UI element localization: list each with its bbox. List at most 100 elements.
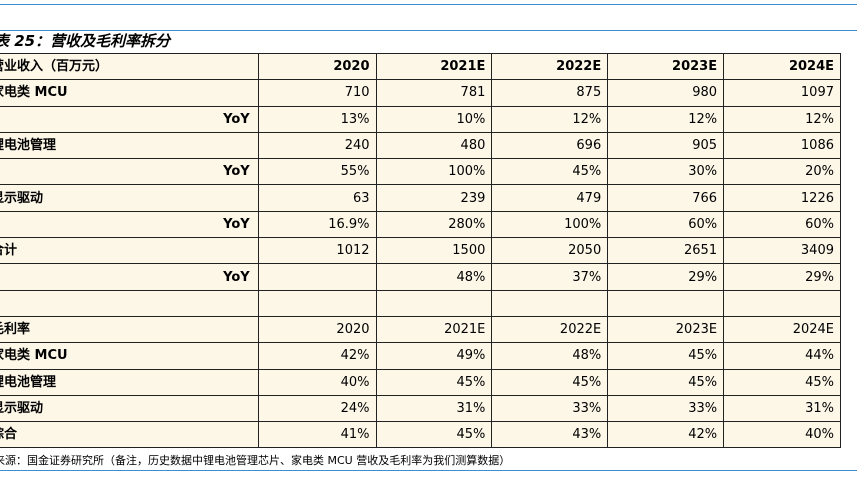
bottom-rule	[0, 470, 857, 471]
row-label: 家电类 MCU	[0, 342, 259, 370]
cell-value: 1226	[723, 184, 841, 212]
table-row: YoY 13% 10% 12% 12% 12%	[0, 105, 841, 133]
row-label: 锂电池管理	[0, 368, 259, 396]
cell-value: 12%	[723, 105, 841, 133]
cell-value: 45%	[491, 158, 609, 186]
cell-value: 42%	[257, 342, 377, 370]
cell-value: 49%	[375, 342, 493, 370]
margin-header-row: 毛利率 2020 2021E 2022E 2023E 2024E	[0, 315, 841, 344]
table-row: 锂电池管理2404806969051086	[0, 131, 841, 160]
table-row: YoY 48% 37% 29% 29%	[0, 263, 841, 291]
cell-value: 41%	[257, 421, 377, 449]
year-header: 2024E	[723, 315, 841, 344]
cell-value	[257, 263, 377, 291]
cell-value: 1500	[375, 237, 493, 265]
table-row: 综合41%45%43%42%40%	[0, 421, 841, 449]
cell-value: 240	[257, 131, 377, 160]
cell-value: 29%	[607, 263, 725, 291]
cell-value: 100%	[375, 158, 493, 186]
cell-value: 2050	[491, 237, 609, 265]
cell-value: 48%	[375, 263, 493, 291]
revenue-header-row: 营业收入（百万元） 2020 2021E 2022E 2023E 2024E	[0, 52, 841, 81]
source-note: 来源：国金证券研究所（备注，历史数据中锂电池管理芯片、家电类 MCU 营收及毛利…	[0, 454, 511, 467]
cell-value: 280%	[375, 210, 493, 239]
cell-value: 45%	[607, 342, 725, 370]
cell-value: 980	[607, 79, 725, 107]
table-row: 合计10121500205026513409	[0, 237, 841, 265]
cell-value: 30%	[607, 158, 725, 186]
cell-value: 31%	[723, 394, 841, 423]
cell-value: 20%	[723, 158, 841, 186]
cell-value: 48%	[491, 342, 609, 370]
year-header: 2023E	[607, 315, 725, 344]
cell-value: 40%	[257, 368, 377, 396]
cell-value: 1012	[257, 237, 377, 265]
yoy-label: YoY	[0, 158, 259, 186]
table-row: 显示驱动24%31%33%33%31%	[0, 394, 841, 423]
cell-value: 13%	[257, 105, 377, 133]
revenue-rows: 家电类 MCU7107818759801097YoY13%10%12%12%12…	[0, 79, 841, 291]
cell-value: 45%	[375, 421, 493, 449]
table-title: 表 25：营收及毛利率拆分	[0, 32, 171, 50]
cell-value: 10%	[375, 105, 493, 133]
row-label: 锂电池管理	[0, 131, 259, 160]
year-header: 2024E	[723, 52, 841, 81]
row-label: 综合	[0, 421, 259, 449]
cell-value: 40%	[723, 421, 841, 449]
margin-header-label: 毛利率	[0, 315, 259, 344]
year-header: 2022E	[491, 52, 609, 81]
table-row: YoY 16.9% 280% 100% 60% 60%	[0, 210, 841, 239]
year-header: 2020	[257, 52, 377, 81]
table-row: YoY 55% 100% 45% 30% 20%	[0, 158, 841, 186]
cell-value: 480	[375, 131, 493, 160]
yoy-label: YoY	[0, 263, 259, 291]
table-row: 锂电池管理40%45%45%45%45%	[0, 368, 841, 396]
yoy-label: YoY	[0, 105, 259, 133]
cell-value: 45%	[723, 368, 841, 396]
row-label: 显示驱动	[0, 184, 259, 212]
cell-value: 3409	[723, 237, 841, 265]
year-header: 2021E	[375, 315, 493, 344]
row-label: 显示驱动	[0, 394, 259, 423]
cell-value: 45%	[375, 368, 493, 396]
cell-value: 37%	[491, 263, 609, 291]
cell-value: 12%	[607, 105, 725, 133]
top-rule	[0, 4, 857, 5]
cell-value: 2651	[607, 237, 725, 265]
cell-value: 479	[491, 184, 609, 212]
cell-value: 875	[491, 79, 609, 107]
cell-value: 29%	[723, 263, 841, 291]
cell-value: 1086	[723, 131, 841, 160]
yoy-label: YoY	[0, 210, 259, 239]
cell-value: 44%	[723, 342, 841, 370]
cell-value: 45%	[491, 368, 609, 396]
cell-value: 710	[257, 79, 377, 107]
year-header: 2020	[257, 315, 377, 344]
cell-value: 781	[375, 79, 493, 107]
cell-value: 24%	[257, 394, 377, 423]
cell-value: 1097	[723, 79, 841, 107]
cell-value: 60%	[723, 210, 841, 239]
cell-value: 766	[607, 184, 725, 212]
cell-value: 12%	[491, 105, 609, 133]
cell-value: 696	[491, 131, 609, 160]
revenue-header-label: 营业收入（百万元）	[0, 52, 259, 81]
year-header: 2023E	[607, 52, 725, 81]
cell-value: 905	[607, 131, 725, 160]
cell-value: 31%	[375, 394, 493, 423]
row-label: 家电类 MCU	[0, 79, 259, 107]
cell-value: 43%	[491, 421, 609, 449]
cell-value: 33%	[491, 394, 609, 423]
table-row: 显示驱动632394797661226	[0, 184, 841, 212]
spacer-row	[0, 289, 841, 317]
cell-value: 60%	[607, 210, 725, 239]
title-rule	[0, 30, 857, 31]
cell-value: 55%	[257, 158, 377, 186]
cell-value: 16.9%	[257, 210, 377, 239]
cell-value: 239	[375, 184, 493, 212]
cell-value: 100%	[491, 210, 609, 239]
row-label: 合计	[0, 237, 259, 265]
cell-value: 42%	[607, 421, 725, 449]
year-header: 2021E	[375, 52, 493, 81]
